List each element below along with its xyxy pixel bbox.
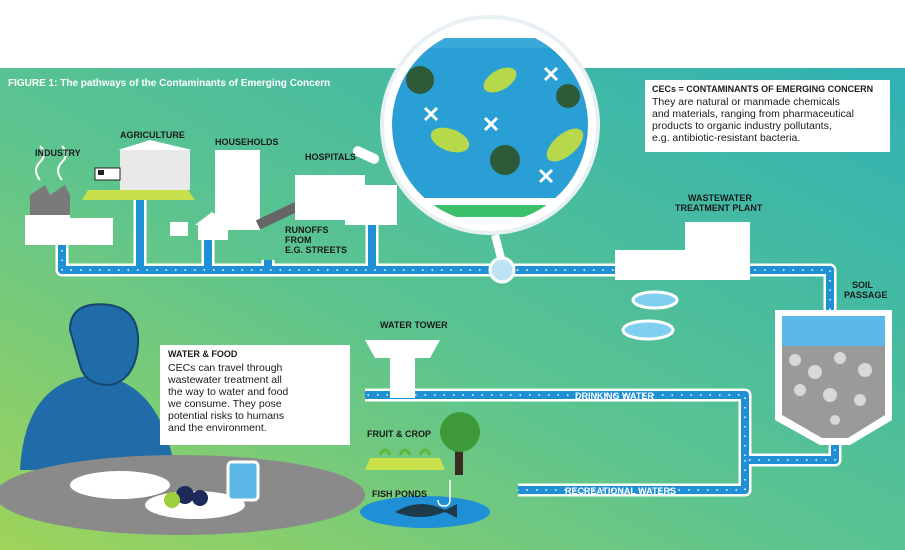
food-line: and the environment. <box>168 422 267 434</box>
wastewater-line: TREATMENT PLANT <box>675 203 763 213</box>
runoffs-line: FROM <box>285 235 312 245</box>
infographic: FIGURE 1: The pathways of the Contaminan… <box>0 0 905 550</box>
cec-line: products to organic industry pollutants, <box>652 120 832 132</box>
drinking-water-label: DRINKING WATER <box>575 391 654 401</box>
cec-line: and materials, ranging from pharmaceutic… <box>652 108 854 120</box>
cec-line: e.g. antibiotic-resistant bacteria. <box>652 132 800 144</box>
food-line: the way to water and food <box>168 386 288 398</box>
food-line: CECs can travel through <box>168 362 283 374</box>
industry-label: INDUSTRY <box>35 148 81 158</box>
wastewater-label: WASTEWATER TREATMENT PLANT <box>675 193 763 213</box>
wastewater-line: WASTEWATER <box>688 193 752 203</box>
food-line: we consume. They pose <box>167 398 282 410</box>
soil-filter <box>775 310 892 445</box>
fish-ponds-label: FISH PONDS <box>372 489 427 499</box>
runoffs-line: E.G. STREETS <box>285 245 347 255</box>
recreational-waters-label: RECREATIONAL WATERS <box>565 486 676 496</box>
runoffs-line: RUNOFFS <box>285 225 329 235</box>
cec-line: They are natural or manmade chemicals <box>652 96 840 108</box>
figure-title: FIGURE 1: The pathways of the Contaminan… <box>8 78 330 89</box>
agriculture-label: AGRICULTURE <box>120 130 185 140</box>
food-heading: WATER & FOOD <box>168 349 238 359</box>
soil-line: SOIL <box>852 280 874 290</box>
hospitals-label: HOSPITALS <box>305 152 356 162</box>
water-tower-label: WATER TOWER <box>380 320 448 330</box>
fruit-crop-label: FRUIT & CROP <box>367 429 431 439</box>
food-line: potential risks to humans <box>168 410 284 422</box>
food-line: wastewater treatment all <box>167 374 282 386</box>
soil-line: PASSAGE <box>844 290 887 300</box>
households-label: HOUSEHOLDS <box>215 137 279 147</box>
cec-heading: CECs = CONTAMINANTS OF EMERGING CONCERN <box>652 84 873 94</box>
